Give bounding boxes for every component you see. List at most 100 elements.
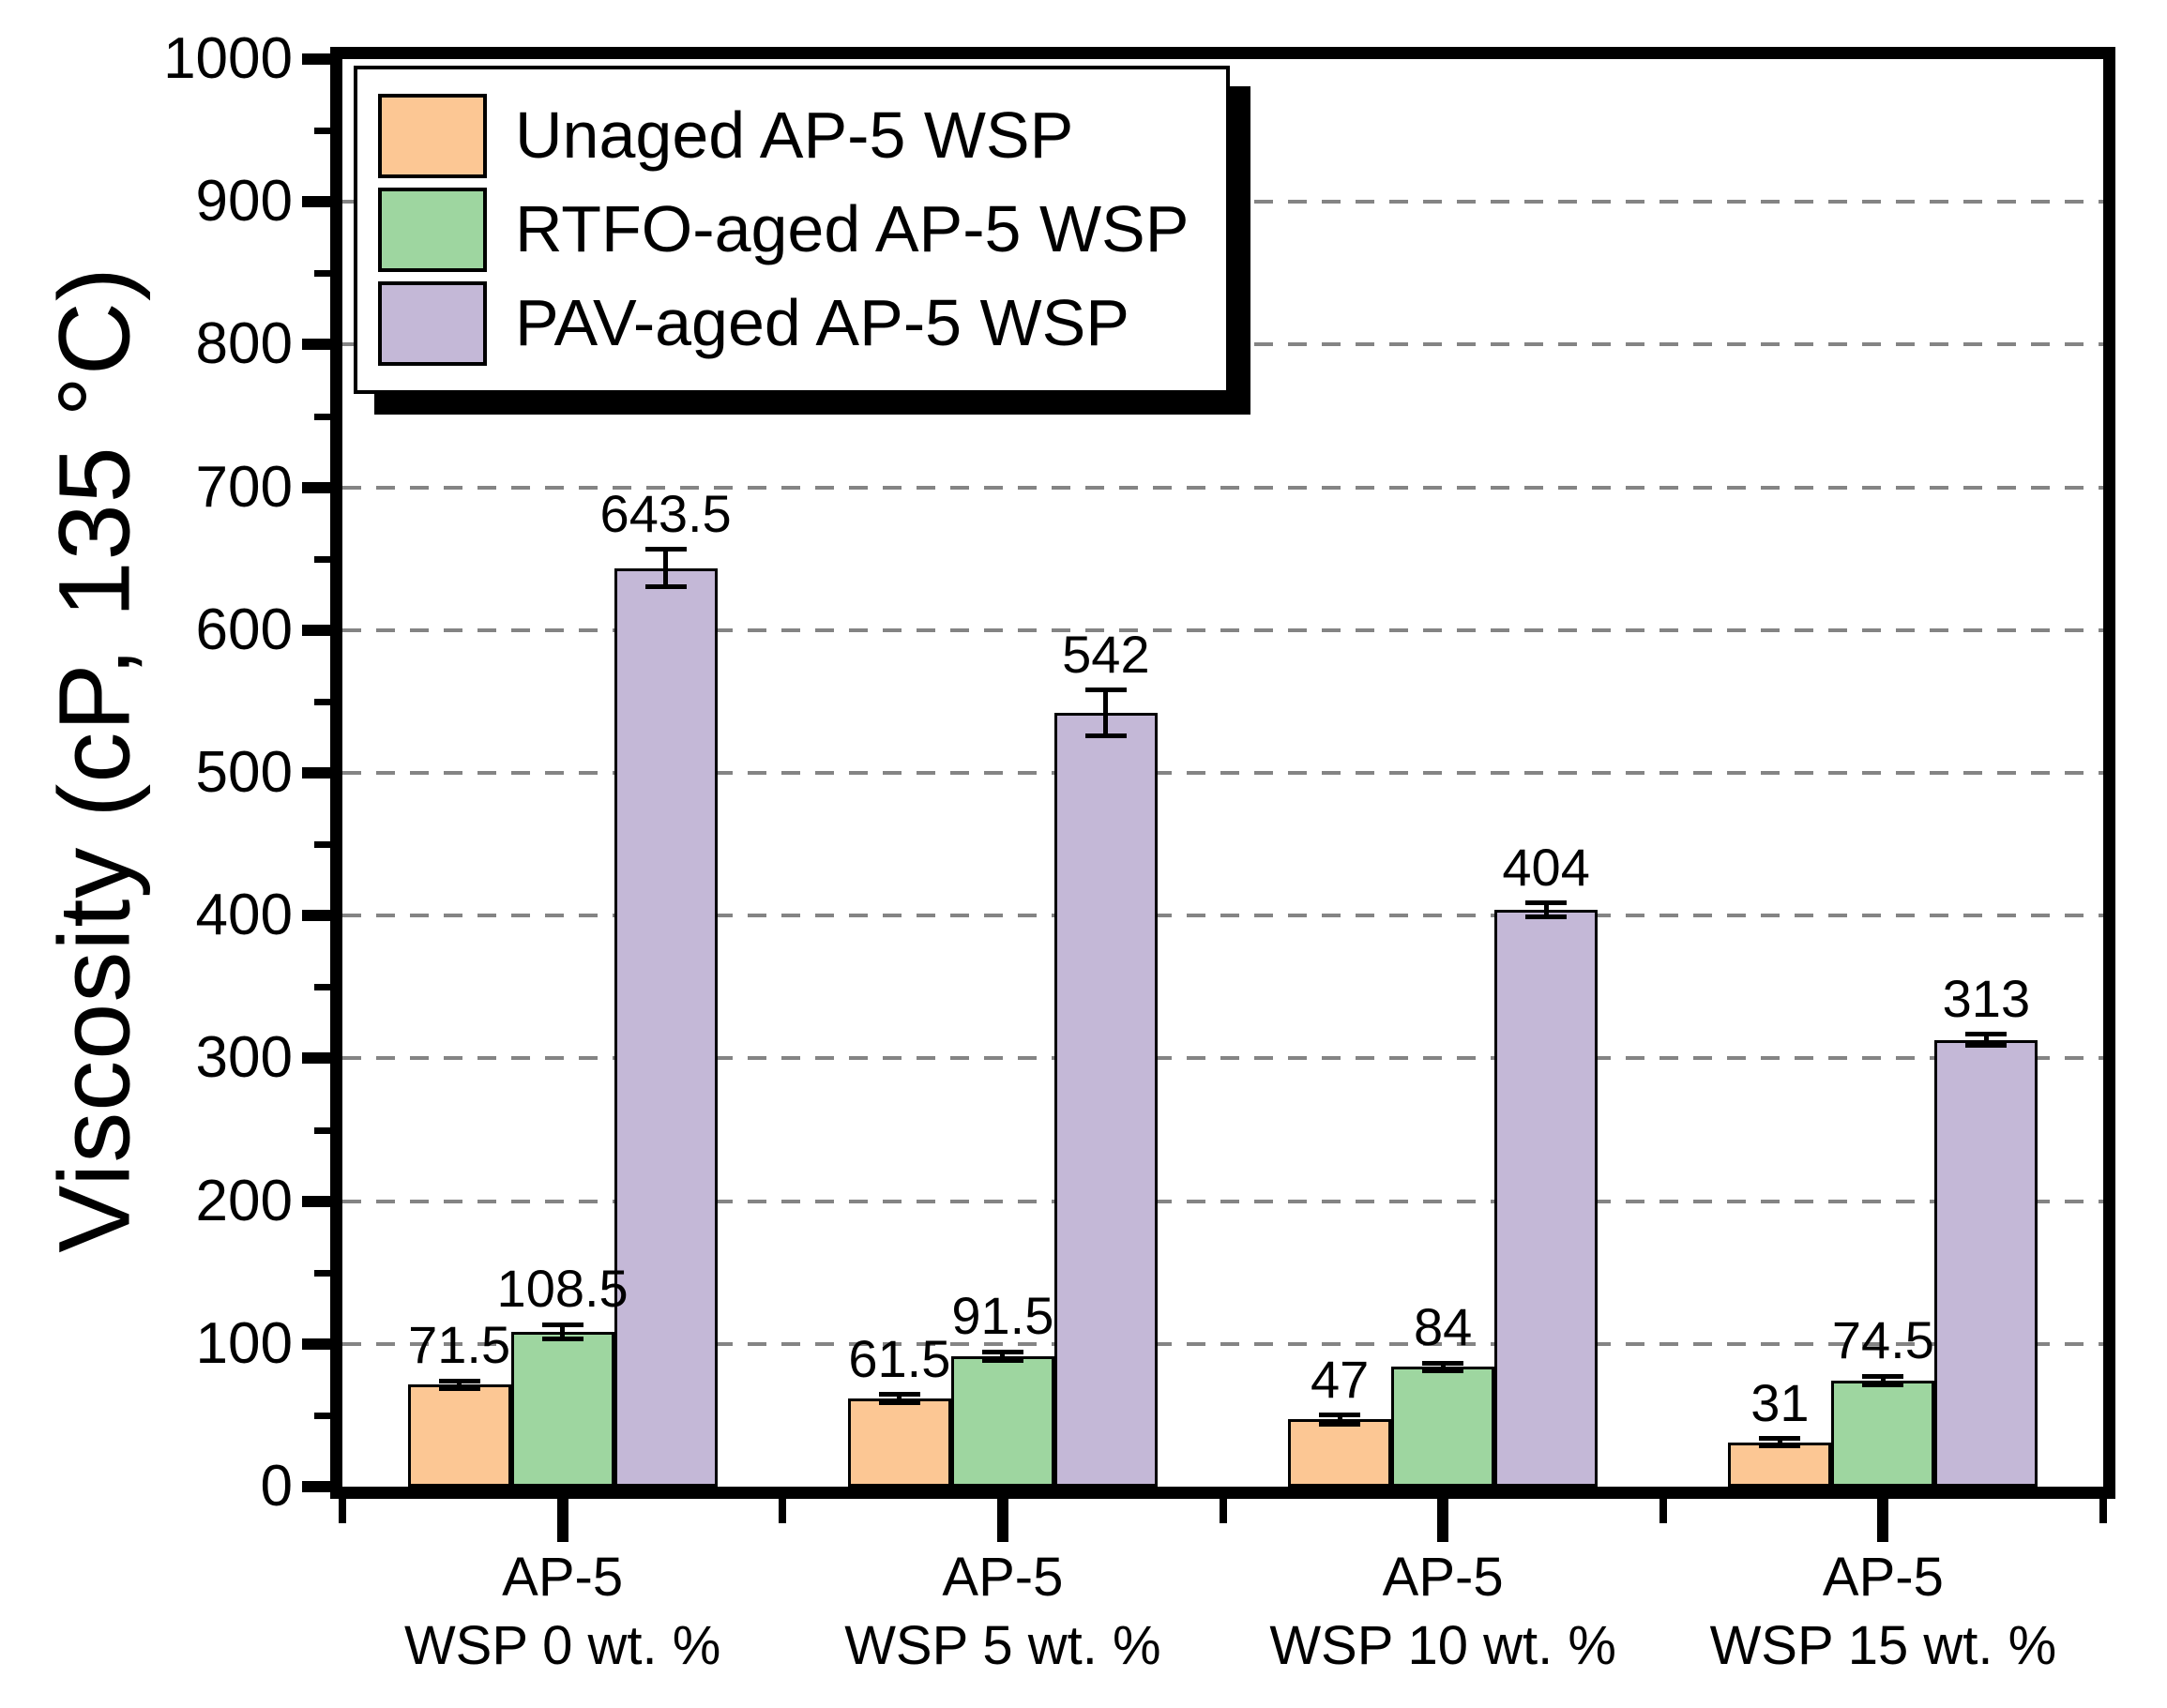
y-tick-label-300: 300 xyxy=(195,1025,293,1091)
y-major-tick-800 xyxy=(302,339,330,351)
y-tick-label-100: 100 xyxy=(195,1310,293,1376)
bar-value-label-s0-g2: 47 xyxy=(1310,1349,1370,1409)
y-major-tick-700 xyxy=(302,481,330,493)
error-bar-cap-top-s0-g2 xyxy=(1319,1413,1361,1418)
error-bar-cap-bottom-s2-g3 xyxy=(1965,1043,2008,1049)
bar-series2-group3 xyxy=(1934,1039,2038,1487)
x-category-label-2: AP-5 WSP 10 wt. % xyxy=(1269,1547,1616,1676)
gridline-400 xyxy=(342,914,2103,918)
error-bar-cap-top-s2-g1 xyxy=(1084,688,1127,693)
y-major-tick-900 xyxy=(302,196,330,208)
error-bar-cap-top-s2-g0 xyxy=(644,547,687,552)
x-major-tick-1 xyxy=(996,1499,1008,1542)
x-major-tick-3 xyxy=(1877,1499,1889,1542)
bar-series1-group3 xyxy=(1831,1380,1935,1487)
gridline-500 xyxy=(342,771,2103,775)
y-major-tick-500 xyxy=(302,767,330,778)
bar-value-label-s2-g3: 313 xyxy=(1942,968,2031,1028)
x-minor-tick-1 xyxy=(779,1499,787,1523)
y-minor-tick-450 xyxy=(314,841,330,849)
legend-swatch-1 xyxy=(378,188,487,272)
bar-value-label-s2-g2: 404 xyxy=(1502,837,1590,897)
y-minor-tick-50 xyxy=(314,1412,330,1419)
error-bar-line-s1-g3 xyxy=(1880,1376,1886,1385)
bar-value-label-s2-g1: 542 xyxy=(1062,624,1150,684)
error-bar-cap-top-s1-g0 xyxy=(541,1322,583,1327)
bar-value-label-s1-g0: 108.5 xyxy=(496,1259,629,1319)
y-major-tick-300 xyxy=(302,1052,330,1065)
error-bar-cap-bottom-s2-g1 xyxy=(1084,733,1127,738)
error-bar-cap-top-s0-g0 xyxy=(438,1378,480,1383)
gridline-600 xyxy=(342,627,2103,632)
bar-series0-group3 xyxy=(1728,1442,1832,1487)
error-bar-line-s2-g1 xyxy=(1103,689,1109,736)
error-bar-line-s1-g2 xyxy=(1440,1363,1446,1371)
y-tick-label-0: 0 xyxy=(260,1454,293,1519)
error-bar-cap-bottom-s1-g0 xyxy=(541,1336,583,1341)
error-bar-cap-top-s0-g3 xyxy=(1759,1436,1801,1442)
legend-item-1: RTFO-aged AP-5 WSP xyxy=(378,188,1189,272)
bar-series2-group2 xyxy=(1494,910,1599,1487)
x-minor-tick-2 xyxy=(1219,1499,1227,1523)
y-tick-label-400: 400 xyxy=(195,883,293,948)
error-bar-line-s0-g0 xyxy=(457,1381,462,1389)
x-major-tick-2 xyxy=(1437,1499,1449,1542)
gridline-200 xyxy=(342,1199,2103,1203)
error-bar-cap-top-s1-g2 xyxy=(1422,1360,1464,1366)
error-bar-cap-bottom-s0-g2 xyxy=(1319,1421,1361,1427)
error-bar-line-s0-g2 xyxy=(1337,1414,1342,1425)
bar-series0-group0 xyxy=(407,1384,511,1487)
y-major-tick-1000 xyxy=(302,53,330,65)
y-minor-tick-650 xyxy=(314,555,330,563)
y-major-tick-100 xyxy=(302,1338,330,1350)
x-category-label-1: AP-5 WSP 5 wt. % xyxy=(844,1547,1161,1676)
error-bar-cap-bottom-s0-g0 xyxy=(438,1385,480,1391)
gridline-100 xyxy=(342,1341,2103,1346)
bar-series0-group1 xyxy=(847,1398,951,1487)
error-bar-cap-top-s2-g3 xyxy=(1965,1032,2008,1037)
x-minor-tick-4 xyxy=(2099,1499,2107,1523)
gridline-300 xyxy=(342,1056,2103,1061)
bar-value-label-s1-g2: 84 xyxy=(1413,1297,1473,1357)
error-bar-cap-top-s0-g1 xyxy=(878,1392,920,1398)
error-bar-cap-top-s1-g1 xyxy=(981,1349,1023,1354)
error-bar-cap-bottom-s1-g1 xyxy=(981,1357,1023,1363)
y-minor-tick-550 xyxy=(314,698,330,705)
legend-swatch-0 xyxy=(378,94,487,178)
error-bar-cap-bottom-s0-g3 xyxy=(1759,1443,1801,1449)
bar-value-label-s1-g1: 91.5 xyxy=(951,1286,1054,1346)
error-bar-cap-bottom-s2-g2 xyxy=(1525,914,1568,920)
legend: Unaged AP-5 WSP RTFO-aged AP-5 WSP PAV-age… xyxy=(354,66,1231,394)
bar-value-label-s0-g1: 61.5 xyxy=(848,1328,951,1388)
legend-label-0: Unaged AP-5 WSP xyxy=(515,98,1074,173)
y-minor-tick-150 xyxy=(314,1269,330,1277)
bar-value-label-s0-g0: 71.5 xyxy=(408,1315,511,1375)
y-tick-label-900: 900 xyxy=(195,169,293,234)
error-bar-cap-bottom-s0-g1 xyxy=(878,1400,920,1406)
error-bar-line-s0-g3 xyxy=(1777,1438,1782,1446)
error-bar-cap-bottom-s2-g0 xyxy=(644,583,687,589)
bar-value-label-s1-g3: 74.5 xyxy=(1831,1310,1934,1370)
bar-series1-group0 xyxy=(510,1331,614,1487)
y-minor-tick-750 xyxy=(314,413,330,420)
legend-label-2: PAV-aged AP-5 WSP xyxy=(515,286,1129,360)
bar-series1-group2 xyxy=(1391,1367,1495,1487)
bar-value-label-s0-g3: 31 xyxy=(1750,1372,1810,1432)
y-tick-label-1000: 1000 xyxy=(163,26,293,91)
y-major-tick-600 xyxy=(302,624,330,636)
legend-label-1: RTFO-aged AP-5 WSP xyxy=(515,192,1190,266)
y-major-tick-400 xyxy=(302,910,330,922)
y-tick-label-500: 500 xyxy=(195,740,293,805)
legend-item-0: Unaged AP-5 WSP xyxy=(378,94,1189,178)
x-category-label-0: AP-5 WSP 0 wt. % xyxy=(403,1547,721,1676)
bar-series2-group1 xyxy=(1053,713,1158,1487)
y-minor-tick-250 xyxy=(314,1126,330,1134)
error-bar-cap-top-s1-g3 xyxy=(1862,1373,1904,1379)
legend-swatch-2 xyxy=(378,281,487,366)
y-tick-label-200: 200 xyxy=(195,1168,293,1233)
error-bar-line-s0-g1 xyxy=(897,1394,902,1403)
y-minor-tick-850 xyxy=(314,270,330,278)
gridline-700 xyxy=(342,485,2103,490)
error-bar-line-s1-g0 xyxy=(560,1324,566,1339)
